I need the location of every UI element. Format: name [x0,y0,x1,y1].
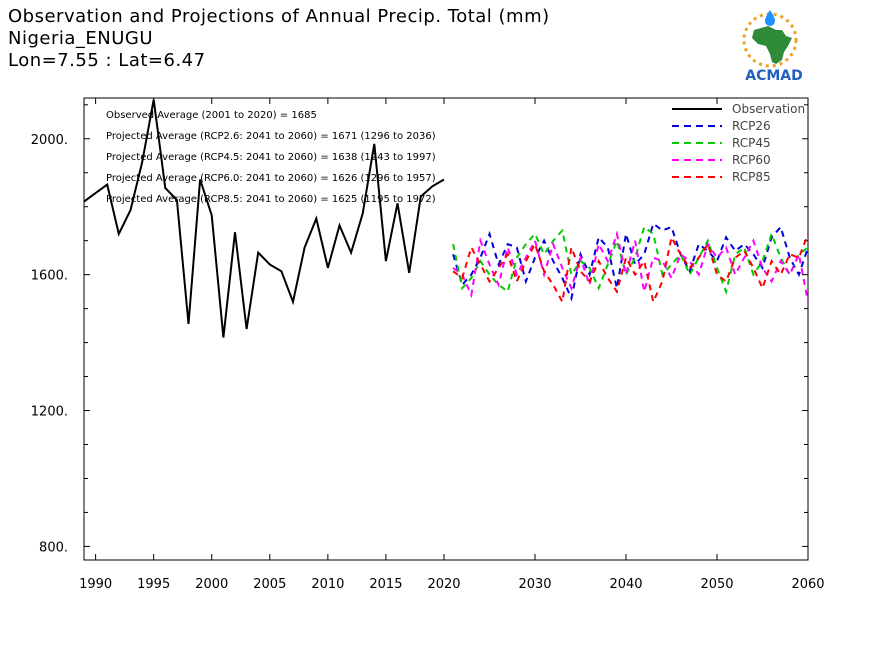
legend-label: RCP60 [732,153,771,167]
coordinates-label: Lon=7.55 : Lat=6.47 [8,50,206,71]
legend-label: RCP26 [732,119,771,133]
x-tick-label: 2030 [518,577,551,592]
chart-title-block: Observation and Projections of Annual Pr… [8,6,550,72]
y-tick-label: 1600. [31,269,68,284]
x-tick-label: 2010 [311,577,344,592]
x-tick-label: 2015 [369,577,402,592]
y-tick-label: 2000. [31,133,68,148]
average-annotation: Projected Average (RCP6.0: 2041 to 2060)… [106,173,436,184]
x-tick-label: 2050 [700,577,733,592]
x-tick-label: 2040 [609,577,642,592]
chart-title: Observation and Projections of Annual Pr… [8,6,550,27]
annotations: Observed Average (2001 to 2020) = 1685 Pr… [106,110,436,205]
average-annotation: Projected Average (RCP4.5: 2041 to 2060)… [106,152,436,163]
legend-label: RCP45 [732,136,771,150]
water-drop-icon [765,10,775,26]
x-tick-label: 2000 [195,577,228,592]
y-tick-label: 800. [39,540,68,555]
x-tick-label: 2060 [791,577,824,592]
axes: 800. 1200. 1600. 2000. 1990 1995 2000 2005 2010 2… [31,98,825,592]
series-line-rcp45 [452,225,809,295]
x-tick-label: 2005 [253,577,286,592]
y-tick-label: 1200. [31,405,68,420]
average-annotation: Projected Average (RCP2.6: 2041 to 2060)… [106,131,436,142]
x-tick-label: 2020 [427,577,460,592]
legend-label: RCP85 [732,170,771,184]
x-tick-label: 1995 [137,577,170,592]
x-tick-label: 1990 [79,577,112,592]
series-line-observation [83,99,445,338]
africa-map-icon [752,26,792,64]
average-annotation: Projected Average (RCP8.5: 2041 to 2060)… [106,194,436,205]
average-annotation: Observed Average (2001 to 2020) = 1685 [106,110,317,121]
logo-text: ACMAD [745,68,803,84]
plot-frame [83,97,809,561]
legend-label: Observation [732,102,805,116]
legend: Observation RCP26 RCP45 RCP60 RCP85 [672,102,805,184]
series-line-rcp85 [452,233,809,305]
series-line-rcp60 [452,230,809,302]
location-name: Nigeria_ENUGU [8,28,154,49]
acmad-logo: ACMAD [742,10,803,84]
series-layer [83,99,809,338]
